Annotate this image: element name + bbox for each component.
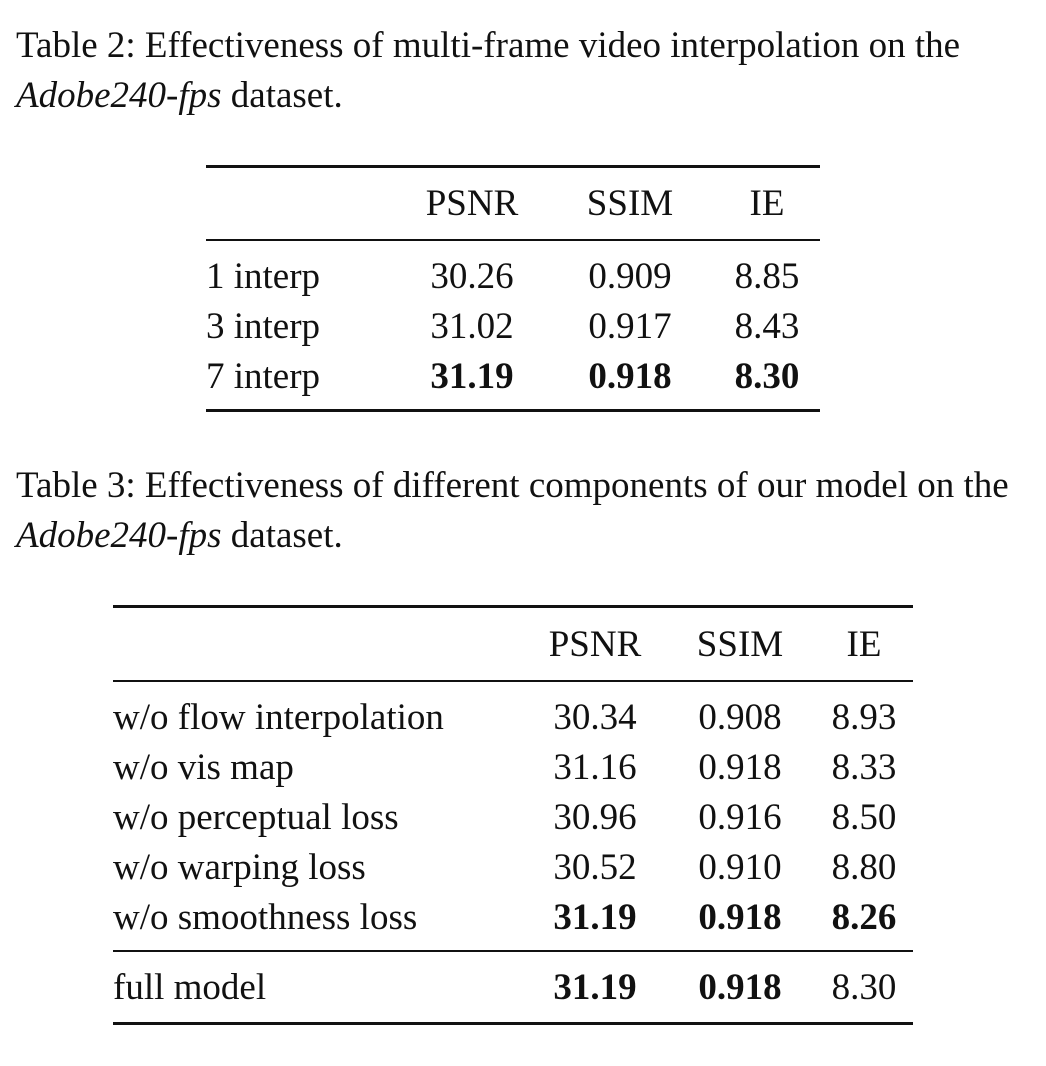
table3-ie-cell: 8.50 <box>831 796 897 838</box>
table3-header-empty <box>113 606 525 682</box>
table2-ssim-cell: 0.917 <box>588 305 672 347</box>
table3-ie-cell: 8.26 <box>815 892 913 952</box>
table3-row-label: full model <box>113 966 267 1008</box>
table3-row: w/o smoothness loss 31.19 0.918 8.26 <box>113 892 913 952</box>
table3-caption-prefix: Table 3: Effectiveness of different comp… <box>16 465 1009 506</box>
table2-caption: Table 2: Effectiveness of multi-frame vi… <box>16 21 1026 121</box>
table2-row: 1 interp 30.26 0.909 8.85 <box>206 240 820 301</box>
table3-caption: Table 3: Effectiveness of different comp… <box>16 461 1026 561</box>
table3-ssim-cell: 0.918 <box>665 951 815 1024</box>
table3-caption-suffix: dataset. <box>221 515 343 556</box>
table2-ie-cell: 8.30 <box>714 351 820 411</box>
table2-best-value: 0.918 <box>588 355 672 397</box>
table3-row: w/o vis map 31.16 0.918 8.33 <box>113 742 913 792</box>
table2-psnr-cell: 30.26 <box>430 255 514 297</box>
table3-row-label: w/o perceptual loss <box>113 796 399 838</box>
table3-ie-cell: 8.80 <box>831 846 897 888</box>
table3-header-ssim: SSIM <box>665 606 815 682</box>
table3-best-value: 8.26 <box>831 896 897 938</box>
table3-ie-cell: 8.33 <box>831 746 897 788</box>
table2-caption-dataset: Adobe240-fps <box>16 75 222 116</box>
table3-row-label: w/o warping loss <box>113 846 366 888</box>
table2-ssim-cell: 0.918 <box>546 351 714 411</box>
table3-header-ie: IE <box>815 606 913 682</box>
table2-best-value: 31.19 <box>430 355 514 397</box>
table3-row: w/o warping loss 30.52 0.910 8.80 <box>113 842 913 892</box>
table3-row: full model 31.19 0.918 8.30 <box>113 951 913 1024</box>
table3-best-value: 31.19 <box>553 896 637 938</box>
table2-ie-cell: 8.43 <box>734 305 800 347</box>
table2-caption-prefix: Table 2: Effectiveness of multi-frame vi… <box>16 25 961 66</box>
table2-best-value: 8.30 <box>734 355 800 397</box>
table3-best-value: 31.19 <box>553 966 637 1008</box>
table2-ie-cell: 8.85 <box>734 255 800 297</box>
table3-ssim-cell: 0.916 <box>698 796 782 838</box>
table3-psnr-cell: 30.96 <box>553 796 637 838</box>
table2-row-label: 3 interp <box>206 305 321 347</box>
table2-psnr-cell: 31.19 <box>398 351 546 411</box>
table2-row: 3 interp 31.02 0.917 8.43 <box>206 301 820 351</box>
table3-best-value: 0.918 <box>698 966 782 1008</box>
table3-best-value: 0.918 <box>698 896 782 938</box>
table2-ssim-cell: 0.909 <box>588 255 672 297</box>
table3-header-psnr: PSNR <box>525 606 665 682</box>
table2-caption-suffix: dataset. <box>221 75 343 116</box>
table3-ie-cell: 8.93 <box>831 696 897 738</box>
table3-ssim-cell: 0.918 <box>665 892 815 952</box>
table3-caption-dataset: Adobe240-fps <box>16 515 222 556</box>
table3-ssim-cell: 0.908 <box>698 696 782 738</box>
table2-row: 7 interp 31.19 0.918 8.30 <box>206 351 820 411</box>
table2-row-label: 1 interp <box>206 255 321 297</box>
table2-header-row: PSNR SSIM IE <box>206 166 820 241</box>
table2: PSNR SSIM IE 1 interp 30.26 0.909 8.85 3 int… <box>206 165 820 412</box>
table3-row-label: w/o smoothness loss <box>113 892 525 952</box>
table3-row-label: w/o vis map <box>113 746 294 788</box>
table3-row: w/o perceptual loss 30.96 0.916 8.50 <box>113 792 913 842</box>
table3-row-label: w/o flow interpolation <box>113 696 444 738</box>
table2-row-label: 7 interp <box>206 355 321 397</box>
table3-psnr-cell: 30.34 <box>553 696 637 738</box>
table2-header-ie: IE <box>714 166 820 241</box>
table3-ssim-cell: 0.910 <box>698 846 782 888</box>
table3: PSNR SSIM IE w/o flow interpolation 30.34… <box>113 605 913 1025</box>
table3-ssim-cell: 0.918 <box>698 746 782 788</box>
table2-header-ssim: SSIM <box>546 166 714 241</box>
table2-psnr-cell: 31.02 <box>430 305 514 347</box>
table3-psnr-cell: 31.19 <box>525 892 665 952</box>
table3-header-row: PSNR SSIM IE <box>113 606 913 682</box>
table3-psnr-cell: 31.16 <box>553 746 637 788</box>
table2-header-psnr: PSNR <box>398 166 546 241</box>
table3-ie-cell: 8.30 <box>831 966 897 1008</box>
table3-psnr-cell: 31.19 <box>525 951 665 1024</box>
table2-header-empty <box>206 166 398 241</box>
table3-psnr-cell: 30.52 <box>553 846 637 888</box>
table3-row: w/o flow interpolation 30.34 0.908 8.93 <box>113 681 913 742</box>
